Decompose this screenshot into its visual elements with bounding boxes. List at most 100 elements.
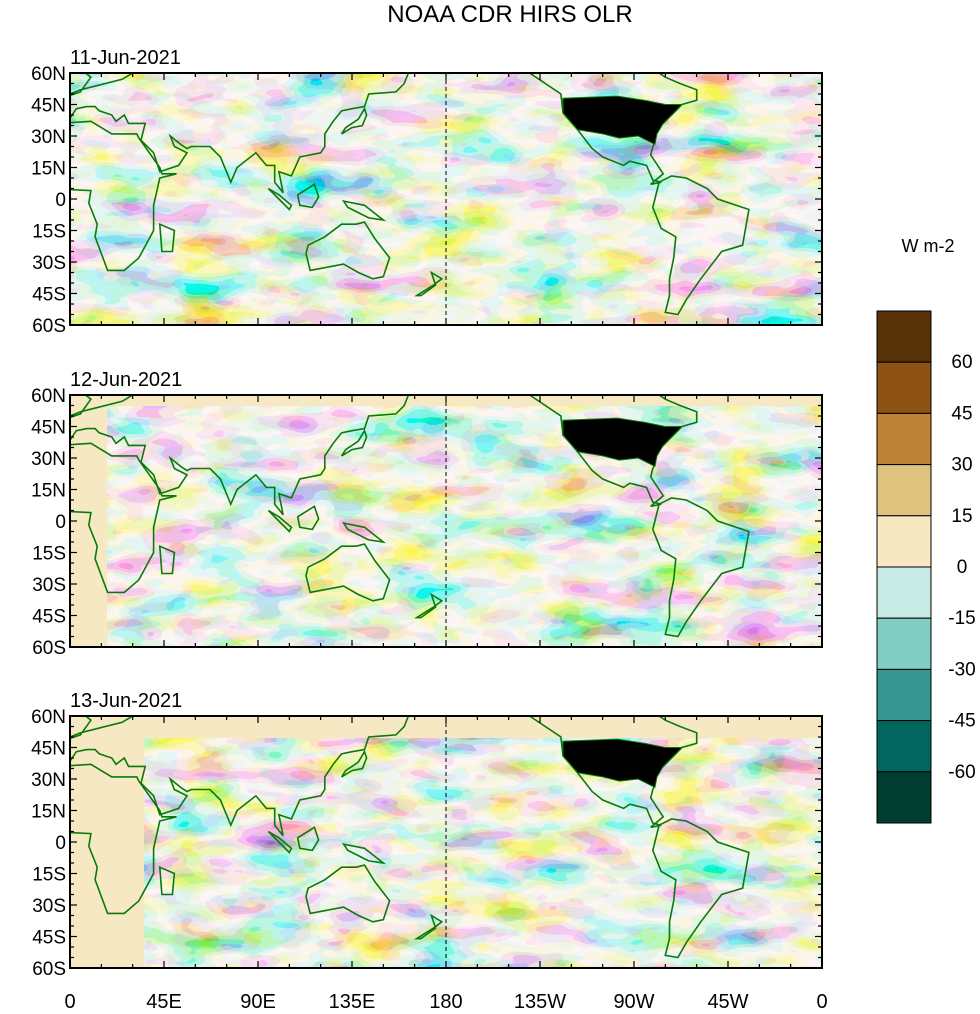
coastline [414, 913, 444, 940]
coastline [305, 543, 391, 602]
colorbar-box [876, 720, 932, 773]
coastline [651, 497, 750, 638]
latitude-tick-label: 0 [55, 512, 66, 533]
coastline [296, 826, 320, 852]
coastline [267, 830, 293, 854]
latitude-tick-label: 60N [31, 386, 66, 407]
coastline [341, 521, 387, 544]
longitude-tick-label: 135E [329, 991, 376, 1013]
latitude-tick-label: 30N [31, 770, 66, 791]
colorbar-boxes [876, 310, 932, 824]
coastline [267, 187, 293, 211]
coastline [341, 842, 387, 865]
latitude-tick-label: 15N [31, 802, 66, 823]
coastline [267, 509, 293, 533]
latitude-tick-label: 60N [31, 707, 66, 728]
coastline [70, 442, 177, 594]
us-region [562, 417, 684, 468]
longitude-tick-label: 0 [816, 991, 827, 1013]
coastline [340, 428, 368, 457]
latitude-tick-label: 15S [32, 865, 66, 886]
coastline [512, 73, 698, 186]
latitude-tick-label: 45S [32, 928, 66, 949]
colorbar-label: -60 [948, 762, 975, 783]
latitude-tick-label: 30S [32, 575, 66, 596]
latitude-tick-label: 45S [32, 607, 66, 628]
latitude-tick-label: 30S [32, 896, 66, 917]
coastline [70, 73, 410, 194]
colorbar-label: 45 [951, 403, 972, 424]
longitude-tick-label: 45W [707, 991, 748, 1013]
colorbar-box [876, 361, 932, 414]
latitude-tick-label: 0 [55, 833, 66, 854]
us-region [562, 738, 684, 789]
olr-anomaly-shading [107, 406, 822, 647]
coastline [70, 716, 410, 837]
coastline [296, 183, 320, 209]
latitude-tick-label: 30N [31, 127, 66, 148]
latitude-tick-label: 60S [32, 316, 66, 337]
latitude-tick-label: 60S [32, 638, 66, 659]
coastline [512, 716, 698, 829]
colorbar-box [876, 617, 932, 670]
coastline [296, 505, 320, 531]
longitude-tick-label: 180 [429, 991, 462, 1013]
latitude-tick-label: 30N [31, 449, 66, 470]
colorbar-label: 15 [951, 506, 972, 527]
colorbar-label: 30 [951, 455, 972, 476]
latitude-tick-label: 60S [32, 959, 66, 980]
coastline [158, 865, 176, 896]
coastline [651, 175, 750, 316]
latitude-tick-label: 45N [31, 418, 66, 439]
coastline [512, 395, 698, 508]
latitude-tick-label: 45N [31, 96, 66, 117]
colorbar-label: 60 [951, 352, 972, 373]
latitude-tick-label: 60N [31, 64, 66, 85]
coastline [158, 222, 176, 253]
longitude-axis: 0 45E 90E 135E 180 135W 90W 45W 0 [64, 991, 827, 1013]
colorbar-label: -45 [948, 711, 975, 732]
panel-date-label: 13-Jun-2021 [70, 690, 182, 712]
colorbar-box [876, 412, 932, 466]
latitude-tick-label: 30S [32, 253, 66, 274]
coastline [414, 592, 444, 619]
coastline [414, 270, 444, 297]
colorbar-box [876, 515, 932, 568]
longitude-tick-label: 90E [240, 991, 276, 1013]
coastline [70, 763, 177, 915]
coastline [70, 395, 410, 516]
latitude-tick-label: 15N [31, 159, 66, 180]
coastline [305, 221, 391, 280]
colorbar-labels: 60 45 30 15 0 -15 -30 -45 -60 [948, 352, 975, 783]
longitude-tick-label: 90W [613, 991, 654, 1013]
latitude-tick-label: 45S [32, 285, 66, 306]
coastline [651, 818, 750, 959]
us-region [562, 95, 684, 146]
olr-anomaly-shading [144, 738, 822, 968]
colorbar-label: -15 [948, 608, 975, 629]
panel-date-label: 11-Jun-2021 [70, 47, 181, 69]
longitude-tick-label: 45E [146, 991, 182, 1013]
colorbar-box [876, 566, 932, 619]
latitude-tick-label: 15S [32, 222, 66, 243]
panel-date-label: 12-Jun-2021 [70, 369, 182, 391]
map-panels: 11-Jun-202160N45N30N15N015S30S45S60S12-J… [31, 47, 823, 980]
longitude-tick-label: 0 [64, 991, 75, 1013]
coastline [158, 544, 176, 575]
coastline [341, 199, 387, 222]
colorbar-box [876, 771, 932, 824]
longitude-tick-label: 135W [514, 991, 566, 1013]
colorbar-box [876, 464, 932, 517]
latitude-tick-label: 45N [31, 739, 66, 760]
latitude-tick-label: 15S [32, 544, 66, 565]
colorbar-box [876, 668, 932, 722]
colorbar-box [876, 310, 932, 363]
colorbar: W m-2 60 45 30 15 0 -15 -30 -45 -60 [876, 236, 976, 824]
latitude-tick-label: 0 [55, 190, 66, 211]
figure-title: NOAA CDR HIRS OLR [387, 1, 632, 28]
coastline [70, 120, 177, 272]
